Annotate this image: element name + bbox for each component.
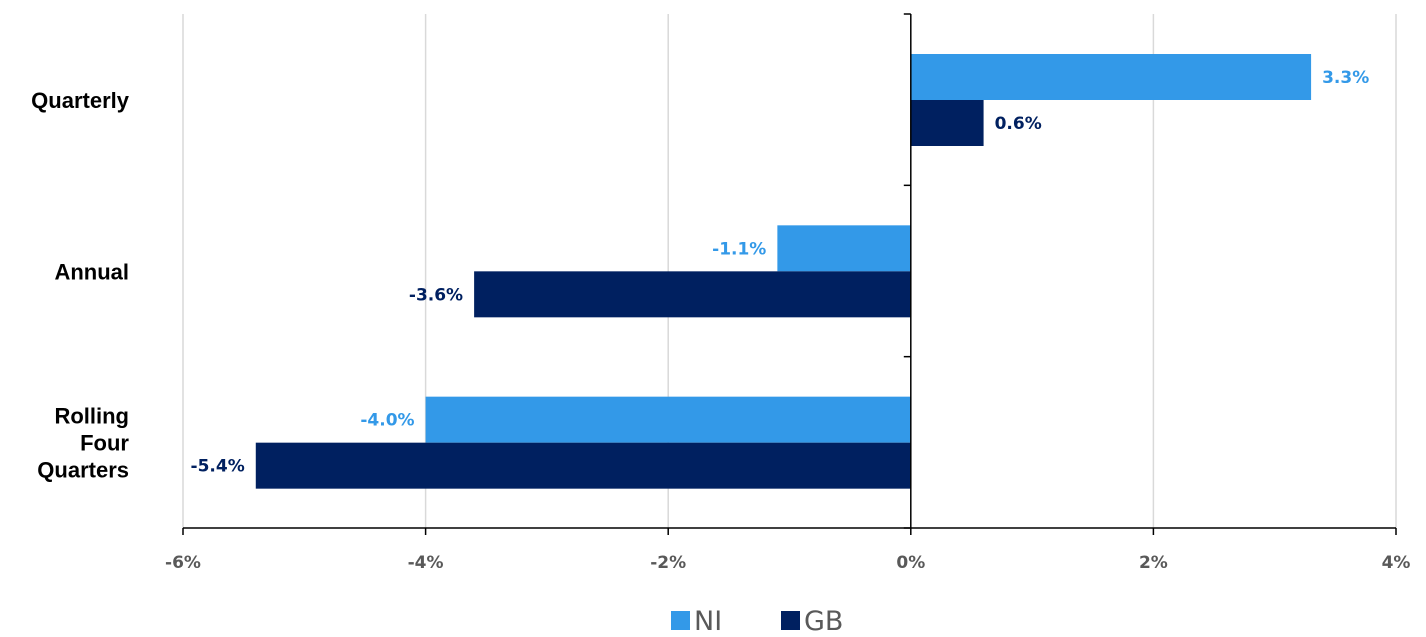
legend-swatch-ni	[671, 611, 690, 630]
data-label: -1.1%	[712, 239, 766, 259]
legend: NI GB	[671, 606, 843, 637]
bar-ni	[777, 225, 911, 272]
data-label: 0.6%	[995, 114, 1042, 134]
bar-gb	[910, 100, 984, 146]
legend-label-ni: NI	[694, 606, 722, 637]
x-tick-label: 2%	[1139, 553, 1168, 573]
category-label: Annual	[54, 259, 129, 284]
bar-gb	[474, 271, 911, 318]
category-label: Quarterly	[31, 88, 130, 113]
data-label: -5.4%	[191, 457, 245, 477]
bar-gb	[255, 442, 911, 489]
data-label: -3.6%	[409, 285, 463, 305]
bar-ni	[425, 396, 911, 443]
bars	[255, 54, 1312, 489]
bar-ni	[910, 54, 1312, 100]
axes	[182, 13, 1397, 535]
x-tick-label: -6%	[165, 553, 201, 573]
data-label: 3.3%	[1322, 68, 1369, 88]
labels: -6% -4% -2% 0% 2% 4% 3.3% 0.6% -1.1% -3.6% -4.0% -5…	[31, 68, 1410, 573]
x-tick-label: 4%	[1382, 553, 1411, 573]
legend-swatch-gb	[781, 611, 800, 630]
category-label: Rolling Four Quarters	[37, 404, 129, 483]
legend-label-gb: GB	[804, 606, 843, 637]
x-tick-label: -4%	[408, 553, 444, 573]
data-label: -4.0%	[360, 411, 414, 431]
x-tick-label: -2%	[650, 553, 686, 573]
x-tick-label: 0%	[896, 553, 925, 573]
